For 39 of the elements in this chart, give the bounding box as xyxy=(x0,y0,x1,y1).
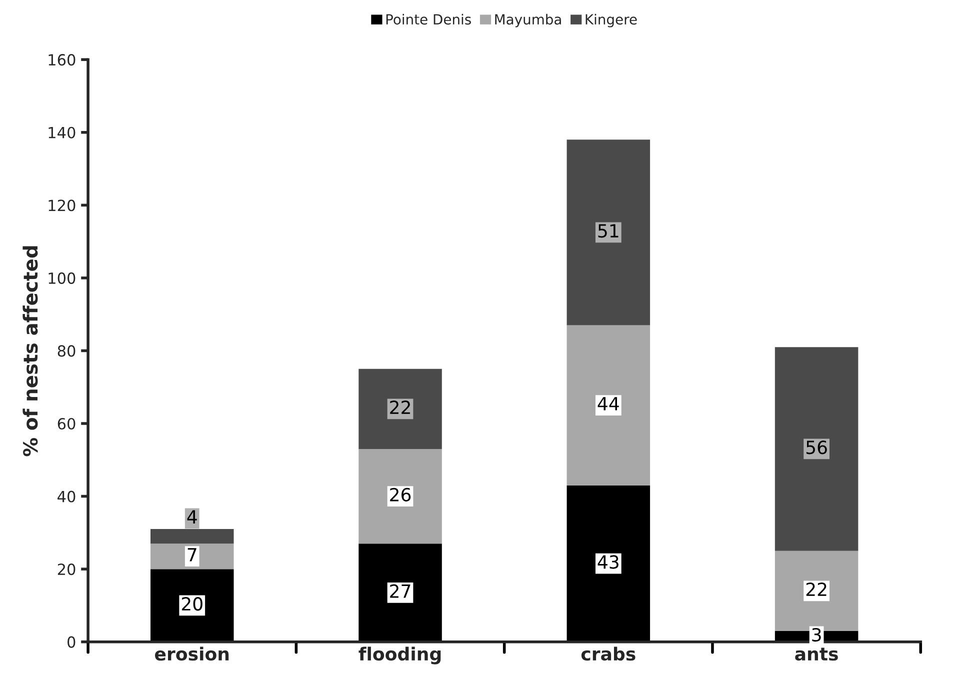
data-label: 22 xyxy=(806,582,826,596)
bar xyxy=(150,544,234,570)
y-tick-label: 140 xyxy=(48,126,76,138)
bar xyxy=(150,529,234,544)
y-axis-title: % of nests affected xyxy=(22,246,38,456)
data-label: 4 xyxy=(187,510,197,524)
bar xyxy=(358,448,442,544)
data-label: 51 xyxy=(598,224,618,238)
data-label: 26 xyxy=(390,488,411,502)
bar xyxy=(358,544,442,642)
bar xyxy=(566,325,650,486)
x-tick-label: erosion xyxy=(155,646,229,661)
data-label: 44 xyxy=(598,397,619,410)
y-tick-label: 0 xyxy=(68,636,76,648)
y-tick-label: 80 xyxy=(58,345,76,357)
y-tick-label: 40 xyxy=(58,490,76,502)
bar xyxy=(566,485,650,642)
x-tick-label: flooding xyxy=(358,646,441,664)
y-tick-label: 20 xyxy=(58,564,76,576)
y-tick-label: 160 xyxy=(48,54,76,66)
data-label: 20 xyxy=(182,597,202,611)
y-tick-label: 120 xyxy=(48,200,76,212)
y-tick-label: 100 xyxy=(48,272,76,284)
legend-label: Pointe Denis xyxy=(386,14,471,25)
data-label: 43 xyxy=(598,555,618,569)
legend-label: Mayumba xyxy=(495,14,561,28)
data-label: 22 xyxy=(390,400,410,414)
data-label: 56 xyxy=(806,440,827,454)
legend-label: Kingere xyxy=(586,14,637,28)
data-label: 3 xyxy=(812,628,821,642)
y-tick-label: 60 xyxy=(58,418,76,430)
bar xyxy=(566,140,650,326)
x-tick-label: ants xyxy=(795,648,838,661)
data-label: 27 xyxy=(390,584,410,598)
bar xyxy=(774,347,858,551)
bar xyxy=(150,569,234,642)
data-label: 7 xyxy=(188,548,196,562)
x-tick-label: crabs xyxy=(581,646,636,661)
bar xyxy=(358,368,442,449)
